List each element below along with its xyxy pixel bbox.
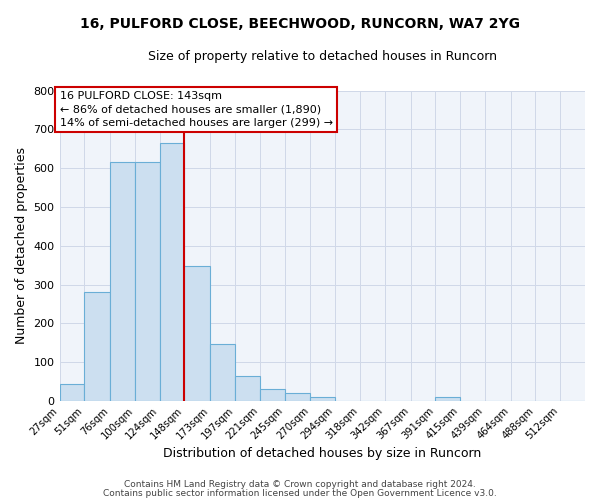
Bar xyxy=(284,393,310,401)
Bar xyxy=(110,162,135,401)
Bar xyxy=(260,388,284,401)
Text: Contains HM Land Registry data © Crown copyright and database right 2024.: Contains HM Land Registry data © Crown c… xyxy=(124,480,476,489)
Text: 16, PULFORD CLOSE, BEECHWOOD, RUNCORN, WA7 2YG: 16, PULFORD CLOSE, BEECHWOOD, RUNCORN, W… xyxy=(80,18,520,32)
X-axis label: Distribution of detached houses by size in Runcorn: Distribution of detached houses by size … xyxy=(163,447,481,460)
Bar xyxy=(310,397,335,401)
Bar xyxy=(85,292,110,401)
Text: Contains public sector information licensed under the Open Government Licence v3: Contains public sector information licen… xyxy=(103,488,497,498)
Bar xyxy=(235,376,260,401)
Y-axis label: Number of detached properties: Number of detached properties xyxy=(15,148,28,344)
Bar xyxy=(160,143,184,401)
Bar xyxy=(210,344,235,401)
Bar xyxy=(59,384,85,401)
Bar xyxy=(184,266,210,401)
Bar xyxy=(135,162,160,401)
Bar xyxy=(436,397,460,401)
Text: 16 PULFORD CLOSE: 143sqm
← 86% of detached houses are smaller (1,890)
14% of sem: 16 PULFORD CLOSE: 143sqm ← 86% of detach… xyxy=(59,92,332,128)
Title: Size of property relative to detached houses in Runcorn: Size of property relative to detached ho… xyxy=(148,50,497,63)
